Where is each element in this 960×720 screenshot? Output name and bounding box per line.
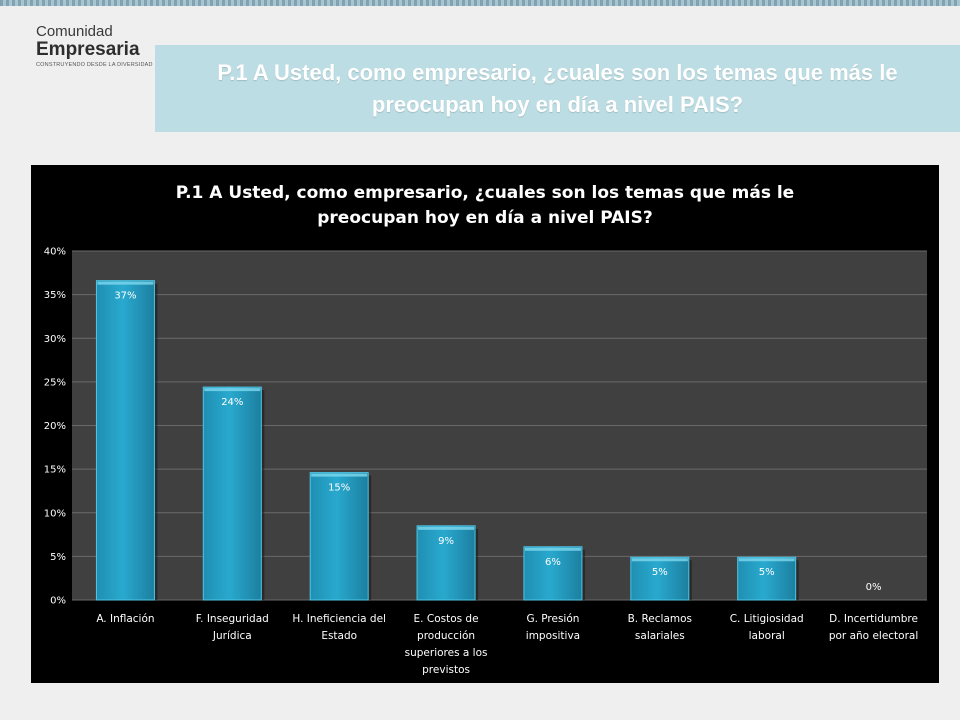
bar-4 <box>523 546 583 601</box>
bar-6 <box>737 556 797 601</box>
bar-highlight-5 <box>631 558 688 562</box>
bar-highlight-1 <box>204 388 261 392</box>
y-tick-label-10: 10% <box>44 508 66 519</box>
data-label-6: 5% <box>759 567 775 578</box>
y-tick-label-25: 25% <box>44 377 66 388</box>
y-tick-label-40: 40% <box>44 247 66 258</box>
x-category-label-5-1: salariales <box>635 630 685 642</box>
x-category-label-3-2: superiores a los <box>405 647 488 659</box>
bar-chart: 0% 5% 10% 15% 20% 25% 30% 35% 40% 37% A. Inflación… <box>44 247 927 676</box>
y-tick-label-35: 35% <box>44 290 66 301</box>
chart-title-line-2: preocupan hoy en día a nivel PAIS? <box>317 208 653 228</box>
bar-0 <box>95 280 155 601</box>
x-category-label-2-1: Estado <box>321 630 357 642</box>
data-label-4: 6% <box>545 557 561 568</box>
x-category-label-3-0: E. Costos de <box>414 613 479 625</box>
chart-title-line-1: P.1 A Usted, como empresario, ¿cuales so… <box>175 183 795 203</box>
data-label-5: 5% <box>652 567 668 578</box>
bar-highlight-3 <box>418 526 475 530</box>
bar-5 <box>630 556 690 601</box>
y-tick-label-0: 0% <box>50 596 66 607</box>
bar-3 <box>416 525 476 601</box>
chart-title: P.1 A Usted, como empresario, ¿cuales so… <box>31 181 939 231</box>
logo: Comunidad Empresaria CONSTRUYENDO DESDE … <box>36 24 156 74</box>
bar-highlight-2 <box>311 473 368 477</box>
x-category-label-4-0: G. Presión <box>526 613 579 625</box>
y-tick-label-5: 5% <box>50 552 66 563</box>
logo-line2: Empresaria <box>36 39 140 60</box>
header-title: P.1 A Usted, como empresario, ¿cuales so… <box>217 59 898 117</box>
data-label-2: 15% <box>328 483 350 494</box>
logo-tagline: CONSTRUYENDO DESDE LA DIVERSIDAD <box>36 62 153 68</box>
data-label-3: 9% <box>438 536 454 547</box>
x-category-label-7-0: D. Incertidumbre <box>829 613 918 625</box>
x-category-label-4-1: impositiva <box>526 630 580 642</box>
data-label-7: 0% <box>866 582 882 593</box>
top-stripe <box>0 0 960 6</box>
chart-container: P.1 A Usted, como empresario, ¿cuales so… <box>31 165 939 683</box>
x-category-label-6-1: laboral <box>749 630 785 642</box>
y-tick-label-15: 15% <box>44 465 66 476</box>
y-tick-label-20: 20% <box>44 421 66 432</box>
x-category-label-5-0: B. Reclamos <box>628 613 692 625</box>
x-category-label-6-0: C. Litigiosidad <box>730 613 804 625</box>
bar-highlight-0 <box>97 281 154 285</box>
x-category-label-2-0: H. Ineficiencia del <box>292 613 386 625</box>
x-category-label-0-0: A. Inflación <box>96 613 154 625</box>
x-category-label-3-1: producción <box>417 630 475 642</box>
x-category-label-7-1: por año electoral <box>829 630 918 642</box>
y-tick-label-30: 30% <box>44 334 66 345</box>
header-banner: P.1 A Usted, como empresario, ¿cuales so… <box>155 45 960 132</box>
bar-1 <box>202 386 262 601</box>
bar-2 <box>309 472 369 601</box>
data-label-1: 24% <box>221 397 243 408</box>
x-category-label-3-3: previstos <box>422 664 470 676</box>
logo-line1: Comunidad <box>36 23 113 40</box>
data-label-0: 37% <box>114 291 136 302</box>
bar-highlight-4 <box>524 547 581 551</box>
x-category-label-1-0: F. Inseguridad <box>196 613 269 625</box>
bar-highlight-6 <box>738 558 795 562</box>
x-category-label-1-1: Jurídica <box>212 630 252 642</box>
